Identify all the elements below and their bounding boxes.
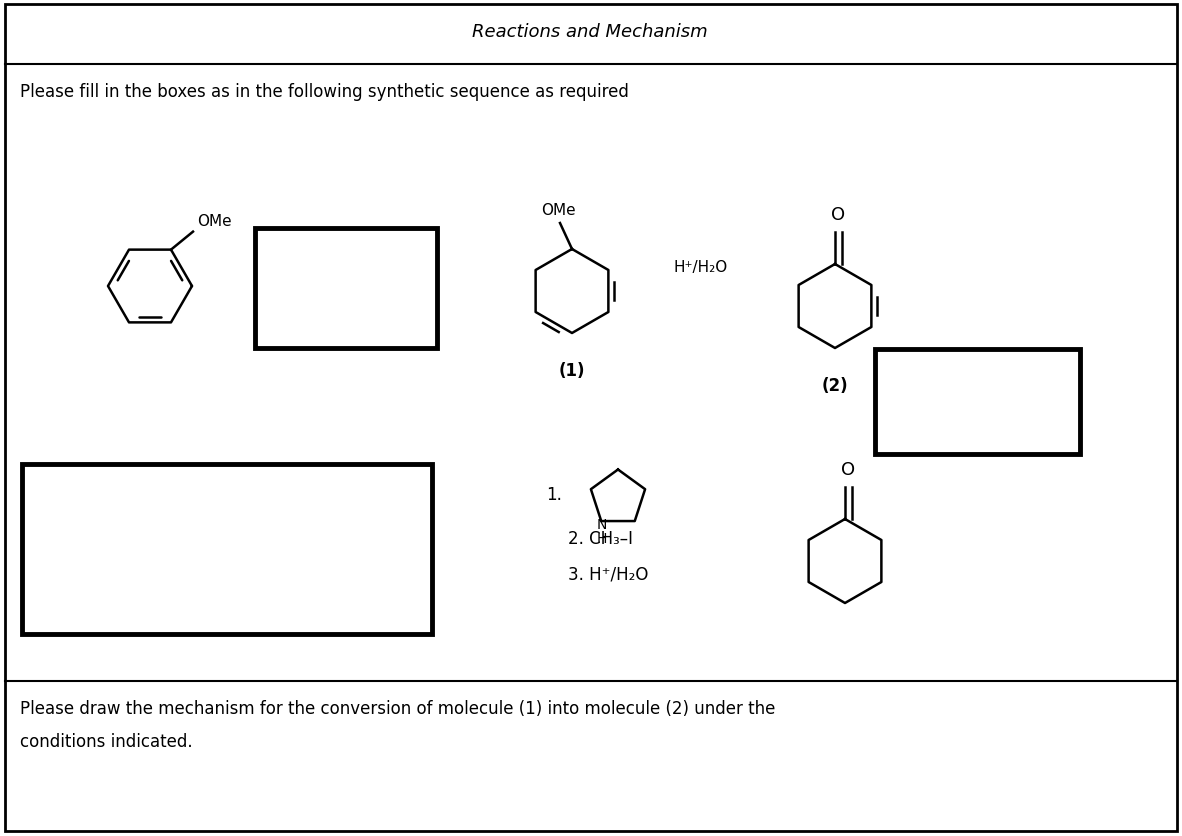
Text: OMe: OMe	[540, 203, 576, 217]
Text: Reactions and Mechanism: Reactions and Mechanism	[472, 23, 708, 41]
Text: 1.: 1.	[546, 486, 561, 503]
Bar	[875, 349, 1080, 455]
Text: OMe: OMe	[197, 213, 232, 228]
Text: Please fill in the boxes as in the following synthetic sequence as required: Please fill in the boxes as in the follo…	[20, 83, 629, 101]
Bar	[255, 229, 437, 349]
Text: H: H	[597, 532, 608, 545]
Text: 2. CH₃–I: 2. CH₃–I	[569, 529, 634, 548]
Text: (1): (1)	[559, 361, 585, 380]
Text: N: N	[597, 517, 608, 532]
Bar	[22, 465, 431, 635]
Text: Please draw the mechanism for the conversion of molecule (1) into molecule (2) u: Please draw the mechanism for the conver…	[20, 699, 775, 717]
Text: conditions indicated.: conditions indicated.	[20, 732, 193, 750]
Text: H⁺/H₂O: H⁺/H₂O	[674, 260, 728, 275]
Text: O: O	[831, 206, 845, 224]
Text: 3. H⁺/H₂O: 3. H⁺/H₂O	[569, 565, 649, 584]
Text: O: O	[842, 461, 856, 478]
Text: (2): (2)	[821, 376, 849, 395]
